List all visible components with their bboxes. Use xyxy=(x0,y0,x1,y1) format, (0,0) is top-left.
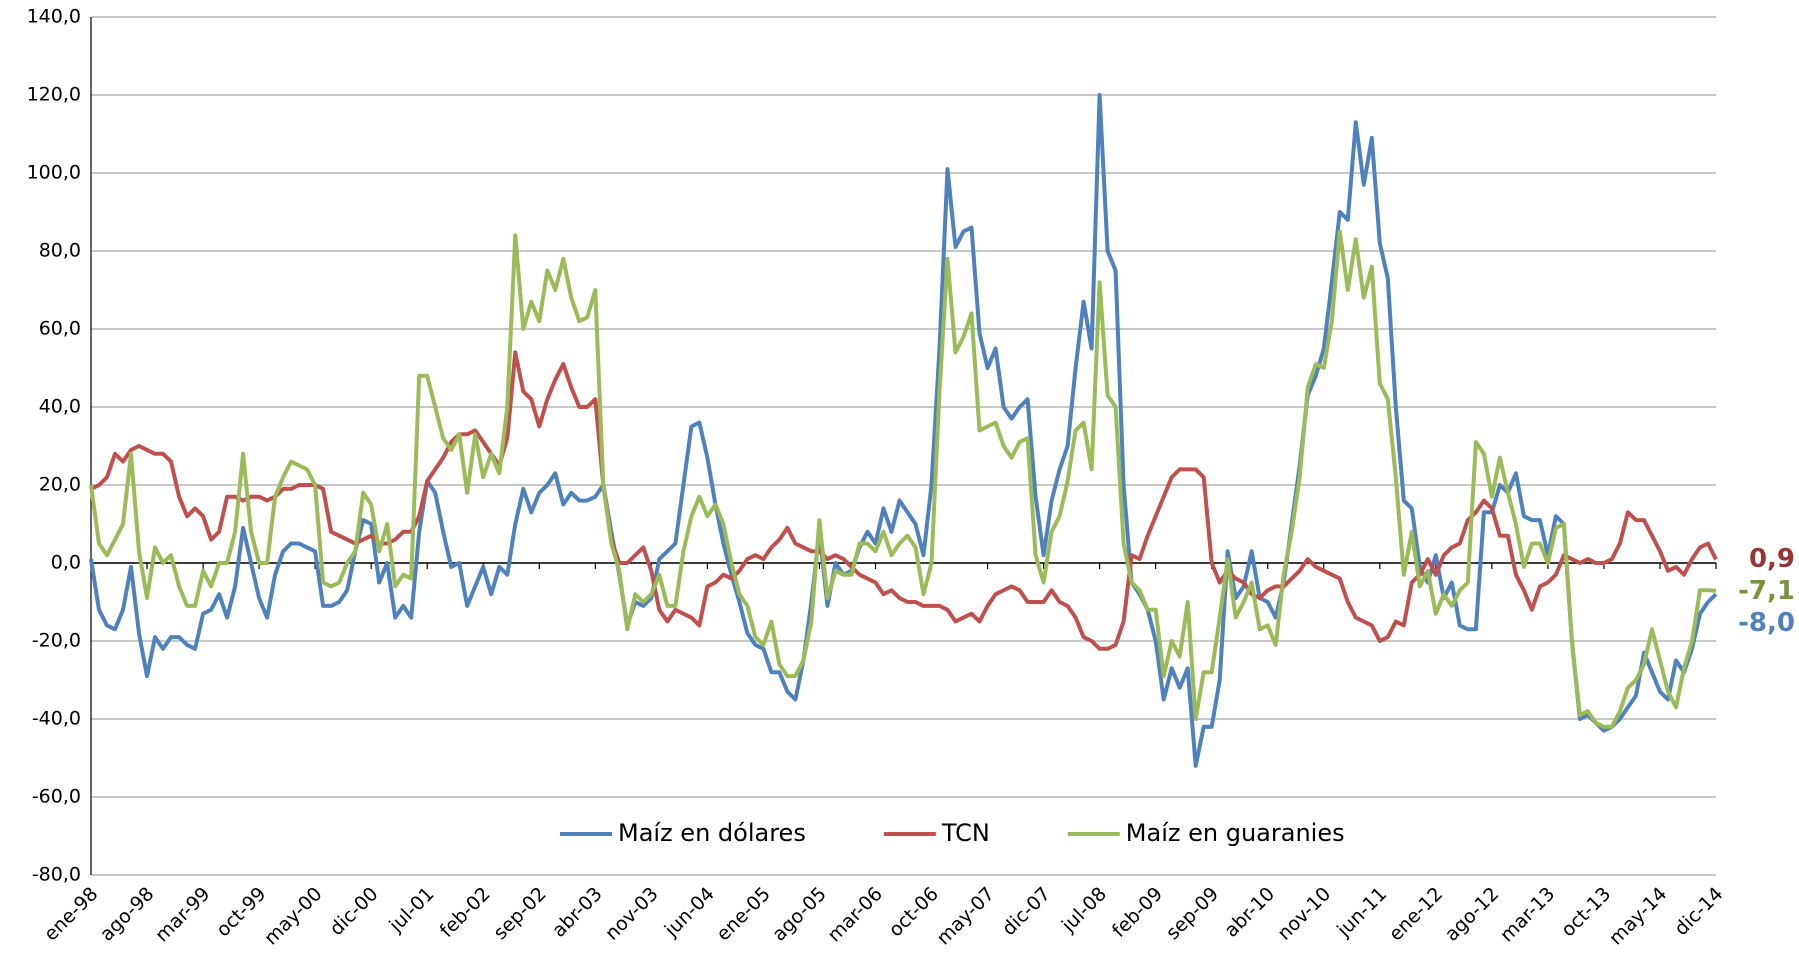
y-tick-label: 100,0 xyxy=(27,162,81,184)
x-tick-label: jun-11 xyxy=(1332,883,1391,942)
x-tick-label: jul-01 xyxy=(384,883,438,937)
x-tick-label: abr-03 xyxy=(548,883,607,942)
x-tick-label: ago-98 xyxy=(96,883,159,946)
y-tick-label: 20,0 xyxy=(39,474,81,496)
series-line xyxy=(90,350,1718,651)
x-tick-label: may-00 xyxy=(260,883,327,950)
x-tick-label: ago-12 xyxy=(1441,883,1504,946)
data-label: 0,9 xyxy=(1749,544,1795,574)
x-tick-label: sep-09 xyxy=(1162,883,1223,944)
y-tick-label: 80,0 xyxy=(39,240,81,262)
y-tick-label: -80,0 xyxy=(32,864,81,886)
legend-label: TCN xyxy=(941,819,990,847)
x-tick-label: nov-03 xyxy=(601,883,663,945)
x-tick-label: ene-12 xyxy=(1385,883,1448,946)
x-tick-label: ene-05 xyxy=(712,883,775,946)
x-tick-label: dic-00 xyxy=(325,883,382,940)
x-tick-label: jul-08 xyxy=(1057,883,1111,937)
x-tick-label: ene-98 xyxy=(40,883,103,946)
legend-label: Maíz en guaranies xyxy=(1126,819,1345,847)
y-tick-label: 0,0 xyxy=(51,552,81,574)
x-tick-label: dic-07 xyxy=(998,883,1055,940)
x-tick-label: mar-06 xyxy=(823,883,886,946)
x-tick-label: abr-10 xyxy=(1220,883,1279,942)
x-tick-label: sep-02 xyxy=(489,883,550,944)
y-tick-label: 120,0 xyxy=(27,84,81,106)
y-tick-label: -40,0 xyxy=(32,708,81,730)
y-tick-label: -60,0 xyxy=(32,786,81,808)
x-tick-label: ago-05 xyxy=(768,883,831,946)
data-label: -7,1 xyxy=(1738,576,1795,606)
y-tick-label: -20,0 xyxy=(32,630,81,652)
series-line xyxy=(89,229,1717,729)
x-tick-label: feb-09 xyxy=(1108,883,1167,942)
x-tick-label: nov-10 xyxy=(1273,883,1335,945)
x-tick-label: dic-14 xyxy=(1670,883,1727,940)
data-label: -8,0 xyxy=(1738,608,1795,638)
series-line xyxy=(89,93,1718,768)
y-tick-label: 140,0 xyxy=(27,6,81,28)
legend: Maíz en dólares TCN Maíz en guaranies xyxy=(560,819,1345,847)
x-tick-label: mar-13 xyxy=(1496,883,1559,946)
y-tick-label: 60,0 xyxy=(39,318,81,340)
x-tick-label: mar-99 xyxy=(151,883,214,946)
legend-label: Maíz en dólares xyxy=(618,819,806,847)
x-tick-label: feb-02 xyxy=(436,883,495,942)
x-tick-label: may-07 xyxy=(932,883,999,950)
y-tick-label: 40,0 xyxy=(39,396,81,418)
x-tick-label: may-14 xyxy=(1605,883,1672,950)
x-tick-label: jun-04 xyxy=(660,883,719,942)
